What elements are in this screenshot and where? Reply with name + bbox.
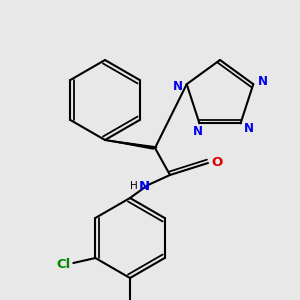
Text: H: H (130, 181, 138, 191)
Text: N: N (138, 179, 150, 193)
Text: N: N (258, 75, 268, 88)
Text: N: N (173, 80, 183, 93)
Text: N: N (244, 122, 254, 135)
Polygon shape (105, 140, 157, 149)
Text: O: O (212, 155, 223, 169)
Text: N: N (192, 125, 203, 138)
Text: Cl: Cl (56, 259, 70, 272)
